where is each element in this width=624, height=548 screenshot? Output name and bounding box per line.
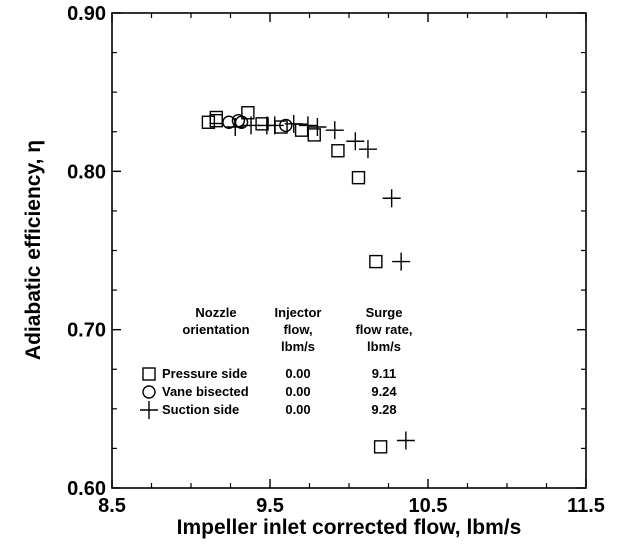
square-point (307, 128, 321, 142)
square-point (369, 254, 383, 269)
square-point (209, 110, 223, 125)
x-tick-label: 9.5 (256, 495, 284, 517)
plus-point (242, 116, 261, 135)
plus-point (308, 118, 327, 136)
legend-surge-flow-rate: 9.28 (371, 402, 396, 417)
plus-point (392, 252, 411, 271)
legend-header: flow rate, (355, 322, 412, 337)
legend-injector-flow: 0.00 (285, 402, 310, 417)
y-axis-label: Adiabatic efficiency, η (22, 140, 45, 360)
legend-plus-marker (140, 401, 158, 419)
legend-header: Nozzle (195, 305, 236, 320)
plus-point (265, 116, 284, 135)
legend-header: Surge (366, 305, 403, 320)
plus-point (396, 431, 415, 450)
square-point (331, 144, 345, 158)
y-tick-label: 0.80 (67, 161, 106, 183)
legend-header: flow, (283, 322, 312, 337)
legend-square-marker (142, 367, 156, 381)
plus-point (382, 189, 401, 208)
legend-header: lbm/s (281, 339, 315, 354)
square-point (373, 440, 388, 454)
square-point (241, 106, 255, 120)
y-tick-label: 0.90 (67, 3, 106, 25)
x-axis-label: Impeller inlet corrected flow, lbm/s (177, 516, 522, 539)
legend-surge-flow-rate: 9.11 (372, 366, 397, 381)
legend-label: Pressure side (162, 366, 247, 381)
plus-point (358, 140, 377, 159)
x-tick-label: 10.5 (409, 495, 448, 517)
axis-ticks (111, 12, 587, 489)
plus-point (226, 118, 245, 136)
plus-point (346, 132, 365, 151)
plus-point (298, 116, 317, 135)
axis-tick-labels: 8.5 9.5 10.5 11.5 0.60 0.70 0.80 0.90 (67, 3, 605, 517)
plus-point (325, 121, 344, 140)
x-tick-label: 11.5 (567, 495, 605, 517)
square-point (255, 117, 269, 131)
x-tick-label: 8.5 (98, 495, 126, 517)
legend-injector-flow: 0.00 (285, 366, 310, 381)
legend-label: Vane bisected (162, 384, 249, 399)
y-tick-label: 0.60 (67, 478, 106, 500)
legend: Nozzle orientation Injector flow, lbm/s Surge… (140, 305, 413, 419)
legend-header: orientation (182, 322, 249, 337)
data-points (201, 106, 415, 454)
legend-surge-flow-rate: 9.24 (371, 384, 397, 399)
legend-header: lbm/s (367, 339, 401, 354)
plus-point (284, 114, 303, 133)
legend-circle-marker (142, 385, 156, 399)
legend-injector-flow: 0.00 (285, 384, 310, 399)
y-tick-label: 0.70 (67, 320, 106, 342)
square-point (201, 115, 216, 129)
legend-header: Injector (275, 305, 322, 320)
legend-label: Suction side (162, 402, 239, 417)
square-point (351, 170, 366, 185)
